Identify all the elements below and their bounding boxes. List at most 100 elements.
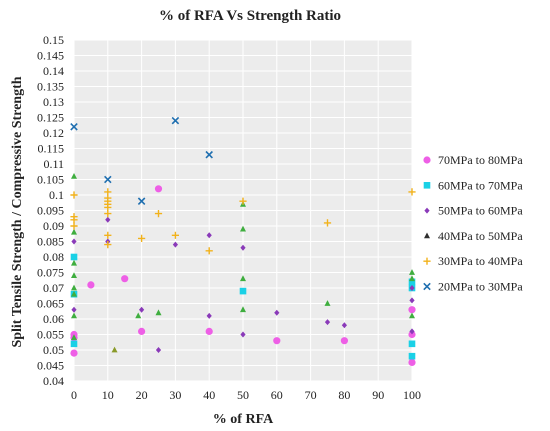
legend-label: 60MPa to 70MPa: [438, 178, 523, 192]
data-point: [71, 306, 77, 313]
data-point: [87, 281, 95, 289]
data-point: [171, 231, 179, 239]
y-axis-ticks: 0.040.045 0.050.055 0.060.065 0.070.075 0.08…: [37, 33, 64, 388]
x-axis-ticks: 0 10 20 30 40 50 60 70 80 90 100: [71, 388, 421, 402]
y-tick-label: 0.15: [43, 33, 64, 47]
data-point: [71, 173, 77, 179]
x-tick-label: 70: [305, 388, 317, 402]
data-point: [408, 306, 416, 314]
data-point: [138, 327, 146, 335]
data-point: [154, 185, 163, 193]
data-point: [71, 238, 77, 245]
y-tick-label: 0.125: [37, 111, 64, 125]
data-point: [274, 309, 280, 316]
legend-marker: [423, 156, 431, 164]
data-point: [408, 340, 416, 348]
y-tick-label: 0.105: [37, 173, 64, 187]
legend-marker: [424, 232, 430, 239]
x-tick-label: 10: [102, 388, 114, 402]
data-point: [70, 191, 78, 199]
data-point: [104, 188, 112, 196]
x-tick-label: 50: [237, 388, 249, 402]
data-point: [409, 269, 415, 275]
data-point: [71, 334, 77, 340]
data-point: [240, 306, 246, 313]
legend-label: 20MPa to 30MPa: [438, 280, 523, 294]
x-tick-label: 0: [71, 388, 77, 402]
y-tick-label: 0.09: [43, 219, 64, 233]
data-point: [171, 116, 180, 125]
legend-marker: [423, 282, 431, 291]
legend-item: 20MPa to 30MPa: [423, 280, 523, 294]
x-axis-label: % of RFA: [213, 412, 274, 427]
legend: 70MPa to 80MPa 60MPa to 70MPa 50MPa to 60M…: [423, 153, 523, 294]
y-tick-label: 0.12: [43, 126, 64, 140]
data-point: [155, 347, 162, 353]
data-point: [408, 188, 416, 196]
x-tick-label: 30: [169, 388, 181, 402]
data-point: [205, 327, 213, 335]
data-point: [71, 284, 77, 291]
data-point: [409, 275, 415, 282]
x-tick-label: 90: [372, 388, 384, 402]
legend-item: 50MPa to 60MPa: [424, 204, 523, 218]
data-point: [206, 312, 212, 319]
data-point: [70, 253, 78, 261]
y-tick-label: 0.095: [37, 204, 64, 218]
y-tick-label: 0.06: [43, 312, 64, 326]
data-point: [121, 275, 129, 283]
data-point: [324, 300, 331, 306]
y-tick-label: 0.145: [37, 49, 64, 63]
data-point: [408, 278, 416, 286]
y-tick-label: 0.135: [37, 80, 64, 94]
legend-item: 70MPa to 80MPa: [423, 153, 523, 167]
data-point: [104, 210, 112, 218]
data-point: [104, 241, 112, 249]
legend-marker: [423, 257, 431, 265]
data-point: [324, 319, 331, 326]
data-point: [71, 228, 77, 235]
data-point: [139, 306, 145, 313]
data-point: [70, 349, 78, 357]
y-tick-label: 0.075: [37, 266, 64, 280]
data-point: [340, 337, 348, 345]
legend-label: 50MPa to 60MPa: [438, 204, 523, 218]
y-tick-label: 0.045: [37, 359, 64, 373]
y-tick-label: 0.085: [37, 235, 64, 249]
y-tick-label: 0.14: [43, 64, 64, 78]
data-point: [71, 259, 77, 266]
y-tick-label: 0.1: [49, 188, 64, 202]
data-point: [409, 328, 415, 335]
data-point: [409, 312, 415, 319]
y-tick-label: 0.04: [43, 374, 64, 388]
data-point: [206, 232, 212, 239]
data-point: [205, 247, 213, 255]
data-point: [71, 272, 77, 278]
legend-marker: [424, 207, 430, 214]
data-point: [240, 225, 246, 232]
y-tick-label: 0.07: [43, 281, 64, 295]
x-tick-label: 60: [271, 388, 283, 402]
data-point: [323, 219, 332, 227]
x-tick-label: 80: [338, 388, 350, 402]
data-point: [104, 203, 112, 211]
y-tick-label: 0.11: [43, 157, 64, 171]
data-point: [240, 331, 246, 338]
data-point: [155, 309, 162, 316]
legend-item: 30MPa to 40MPa: [423, 254, 523, 268]
data-point: [70, 222, 78, 230]
legend-label: 40MPa to 50MPa: [438, 229, 523, 243]
data-point: [205, 150, 213, 159]
legend-label: 70MPa to 80MPa: [438, 153, 523, 167]
x-tick-label: 40: [203, 388, 215, 402]
data-points: [70, 116, 416, 366]
data-point: [70, 340, 78, 348]
y-tick-label: 0.055: [37, 328, 64, 342]
data-point: [273, 337, 281, 345]
data-point: [239, 197, 247, 205]
data-point: [135, 312, 142, 319]
y-axis-label: Split Tensile Strength / Compressive Str…: [10, 76, 25, 347]
data-point: [104, 231, 112, 239]
data-point: [104, 175, 112, 184]
data-point: [154, 210, 163, 218]
